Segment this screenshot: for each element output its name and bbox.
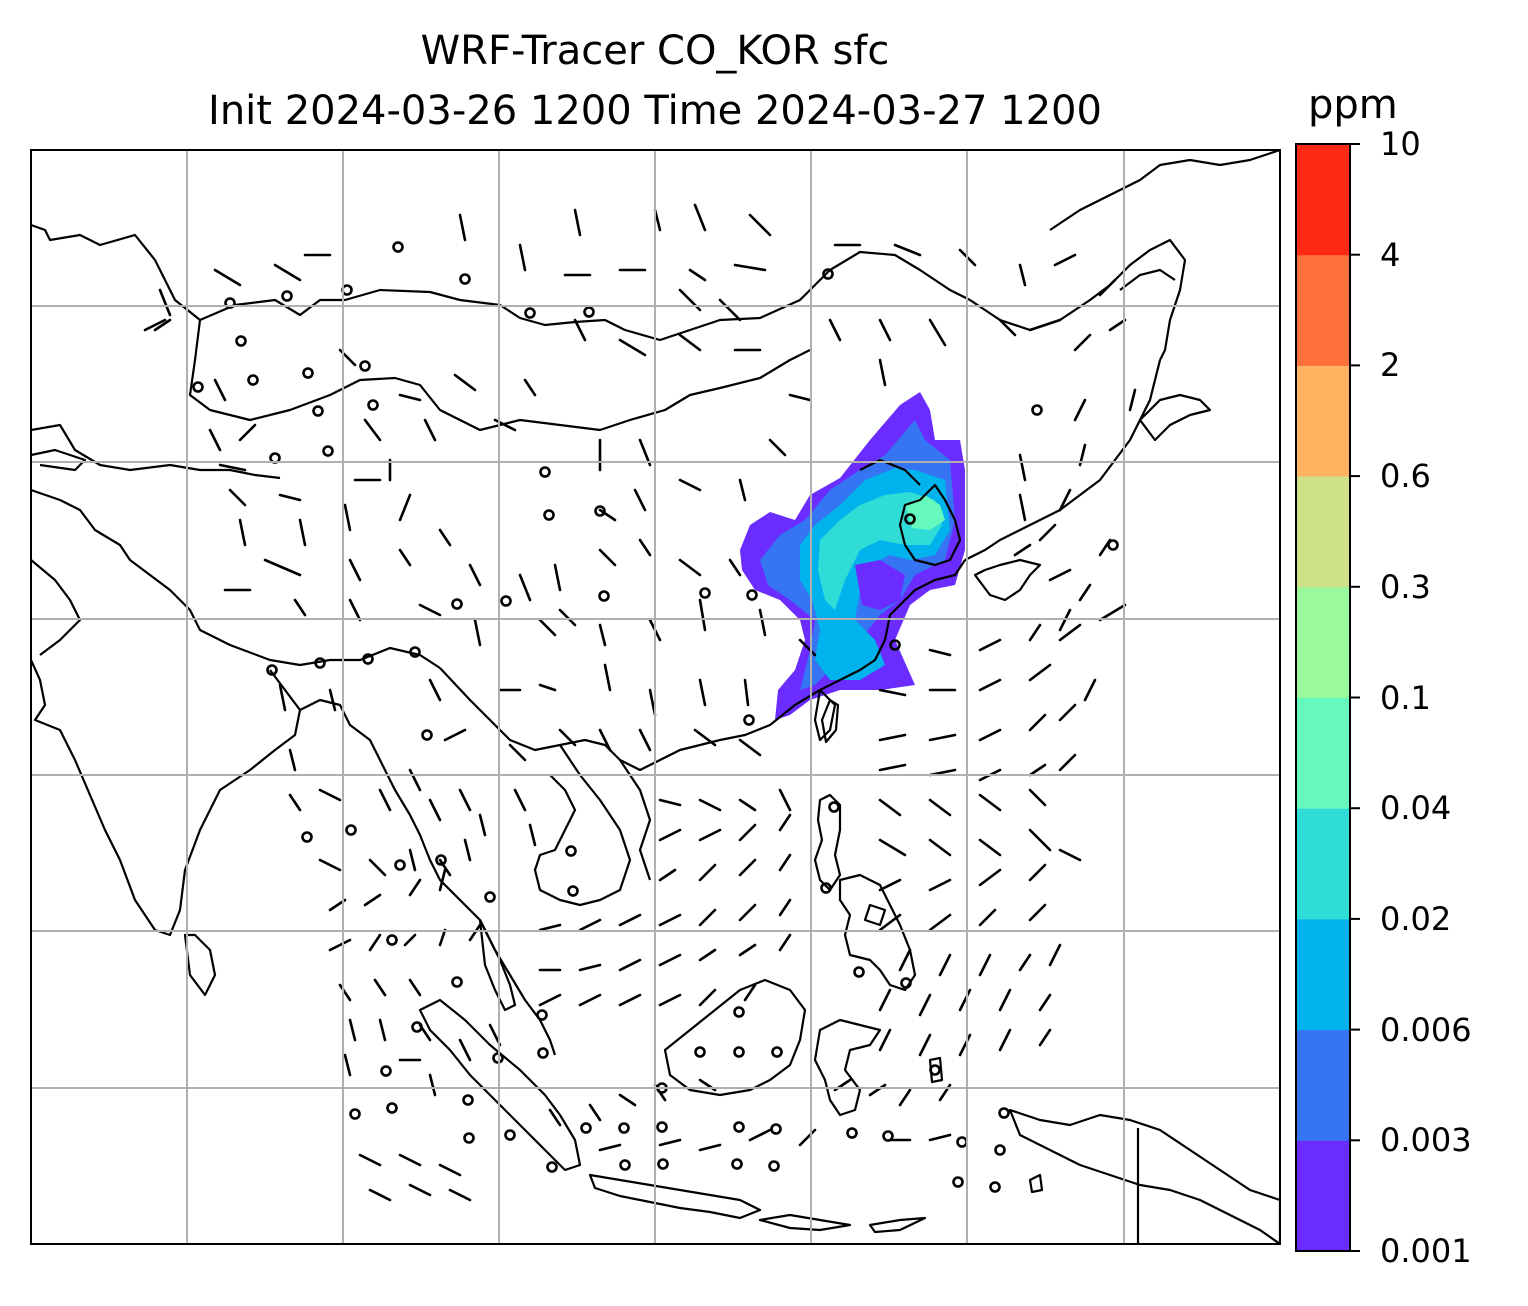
colorbar-segment	[1296, 144, 1350, 256]
colorbar	[1295, 143, 1360, 1252]
colorbar-tick-label: 0.04	[1380, 789, 1452, 828]
map-frame	[30, 149, 1281, 1245]
map-title-line1: WRF-Tracer CO_KOR sfc	[420, 28, 890, 74]
colorbar-segment	[1296, 808, 1350, 920]
colorbar-tick-label: 2	[1380, 346, 1401, 385]
colorbar-segment	[1296, 697, 1350, 809]
colorbar-segment	[1296, 476, 1350, 588]
colorbar-segment	[1296, 1140, 1350, 1252]
colorbar-segment	[1296, 918, 1350, 1031]
colorbar-tick-label: 0.003	[1380, 1121, 1472, 1160]
colorbar-tick-label: 0.3	[1380, 567, 1431, 606]
colorbar-tick-label: 0.02	[1380, 899, 1452, 938]
plume-level-0.003-inner	[855, 560, 905, 610]
map-title-line2: Init 2024-03-26 1200 Time 2024-03-27 120…	[208, 88, 1102, 134]
colorbar-tick-label: 0.006	[1380, 1010, 1472, 1049]
colorbar-segment	[1296, 365, 1350, 477]
colorbar-segment	[1296, 586, 1350, 698]
map-area	[31, 150, 1280, 1244]
colorbar-tick-label: 0.001	[1380, 1232, 1472, 1270]
tracer-plume	[740, 392, 965, 720]
colorbar-tick-label: 4	[1380, 235, 1401, 274]
colorbar-segment	[1296, 254, 1350, 366]
colorbar-unit: ppm	[1308, 82, 1398, 128]
calm-markers	[192, 241, 1119, 1193]
gridlines	[31, 150, 1280, 1244]
colorbar-tick-label: 10	[1380, 125, 1421, 163]
colorbar-segment	[1296, 1029, 1350, 1141]
colorbar-tick-label: 0.6	[1380, 457, 1431, 496]
wind-barbs	[143, 203, 1137, 1202]
coastlines	[31, 150, 1280, 1244]
colorbar-tick-label: 0.1	[1380, 678, 1431, 717]
